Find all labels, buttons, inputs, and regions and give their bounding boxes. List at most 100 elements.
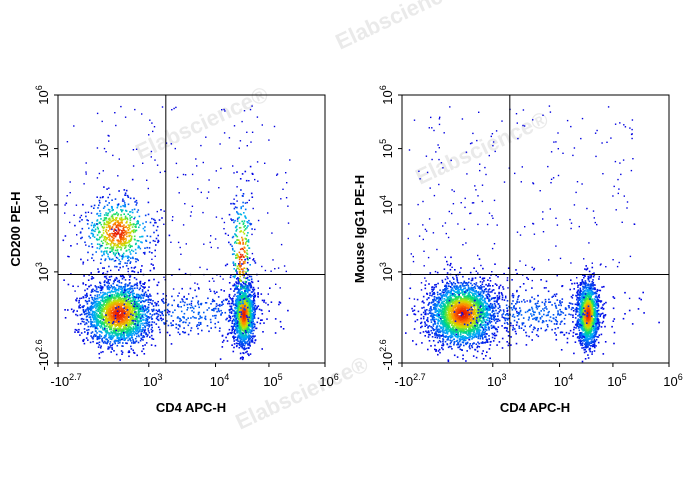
- event-dot: [127, 339, 129, 342]
- event-dot: [133, 352, 136, 354]
- event-dot: [96, 294, 99, 296]
- event-dot: [128, 225, 131, 227]
- event-dot: [136, 295, 138, 297]
- event-dot: [124, 318, 126, 320]
- event-dot: [172, 311, 174, 314]
- event-dot: [116, 225, 118, 227]
- event-dot: [134, 108, 136, 111]
- event-dot: [232, 219, 234, 221]
- event-dot: [87, 312, 89, 315]
- event-dot: [106, 311, 108, 313]
- event-dot: [251, 294, 253, 297]
- event-dot: [115, 295, 118, 298]
- event-dot: [234, 328, 237, 331]
- event-dot: [118, 326, 121, 329]
- event-dot: [126, 335, 129, 337]
- event-dot: [118, 329, 120, 331]
- event-dot: [96, 306, 98, 308]
- event-dot: [175, 323, 177, 326]
- event-dot: [112, 323, 115, 325]
- event-dot: [239, 299, 242, 301]
- event-dot: [117, 227, 120, 229]
- event-dot: [217, 309, 220, 312]
- event-dot: [280, 243, 283, 246]
- event-dot: [127, 241, 129, 244]
- event-dot: [123, 213, 125, 215]
- event-dot: [248, 311, 250, 314]
- event-dot: [180, 253, 182, 255]
- event-dot: [247, 330, 249, 332]
- event-dot: [121, 229, 123, 232]
- event-dot: [239, 275, 241, 278]
- event-dot: [129, 261, 132, 263]
- event-dot: [116, 203, 119, 206]
- event-dot: [110, 319, 112, 321]
- event-dot: [245, 271, 247, 273]
- event-dot: [136, 282, 138, 284]
- event-dot: [252, 320, 254, 322]
- event-dot: [94, 294, 96, 297]
- event-dot: [121, 330, 123, 333]
- event-dot: [97, 346, 100, 348]
- event-dot: [99, 302, 102, 304]
- event-dot: [263, 301, 265, 303]
- event-dot: [273, 125, 276, 128]
- event-dot: [232, 350, 235, 353]
- event-dot: [241, 296, 243, 299]
- event-dot: [196, 324, 199, 326]
- event-dot: [236, 228, 238, 231]
- event-dot: [126, 235, 128, 238]
- event-dot: [243, 315, 246, 317]
- event-dot: [109, 312, 111, 314]
- event-dot: [236, 331, 238, 334]
- event-dot: [111, 347, 113, 349]
- event-dot: [107, 208, 110, 211]
- event-dot: [130, 327, 132, 330]
- event-dot: [247, 302, 249, 304]
- event-dot: [187, 333, 190, 336]
- event-dot: [114, 232, 116, 235]
- event-dot: [255, 308, 258, 310]
- event-dot: [200, 191, 202, 194]
- event-dot: [107, 284, 110, 287]
- event-dot: [105, 252, 108, 254]
- event-dot: [144, 344, 146, 346]
- event-dot: [106, 270, 109, 273]
- event-dot: [105, 214, 108, 216]
- event-dot: [99, 236, 101, 239]
- event-dot: [135, 199, 138, 202]
- event-dot: [136, 293, 138, 296]
- event-dot: [97, 314, 100, 316]
- event-dot: [237, 303, 240, 305]
- event-dot: [122, 326, 125, 328]
- event-dot: [140, 322, 142, 325]
- event-dot: [98, 243, 101, 246]
- event-dot: [212, 309, 214, 311]
- event-dot: [241, 343, 243, 346]
- event-dot: [251, 281, 254, 284]
- event-dot: [125, 265, 128, 267]
- event-dot: [106, 293, 108, 296]
- event-dot: [153, 321, 156, 324]
- event-dot: [104, 235, 106, 238]
- event-dot: [118, 287, 120, 290]
- event-dot: [121, 323, 123, 325]
- event-dot: [131, 337, 134, 339]
- event-dot: [134, 304, 136, 307]
- event-dot: [93, 207, 95, 209]
- event-dot: [229, 317, 232, 320]
- event-dot: [111, 348, 114, 350]
- event-dot: [261, 313, 264, 315]
- event-dot: [237, 242, 240, 245]
- event-dot: [235, 298, 238, 300]
- event-dot: [215, 305, 218, 308]
- event-dot: [139, 282, 142, 285]
- event-dot: [231, 308, 233, 311]
- event-dot: [136, 335, 138, 338]
- event-dot: [243, 319, 246, 321]
- event-dot: [108, 321, 110, 324]
- event-dot: [226, 263, 229, 266]
- event-dot: [131, 209, 134, 211]
- event-dot: [249, 295, 252, 298]
- event-dot: [195, 317, 197, 319]
